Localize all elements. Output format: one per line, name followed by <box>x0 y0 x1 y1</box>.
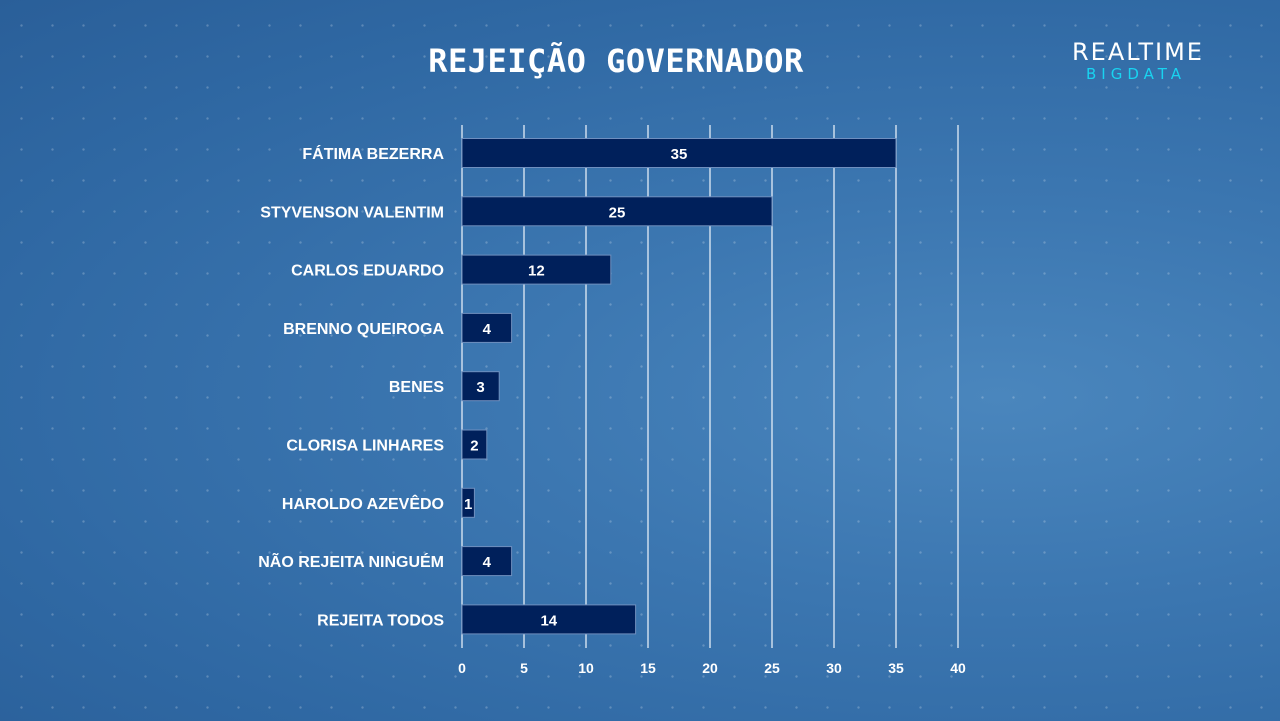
data-label: 1 <box>464 496 472 513</box>
data-label: 2 <box>470 438 478 455</box>
data-label: 3 <box>476 379 484 396</box>
x-axis-tick-labels: 0 5 10 15 20 25 30 35 40 <box>458 660 966 676</box>
realtime-bigdata-logo: REALTIME BIGDATA <box>1072 38 1204 83</box>
x-tick-label: 25 <box>764 660 780 676</box>
data-label: 4 <box>483 554 492 571</box>
category-label: REJEITA TODOS <box>317 612 444 629</box>
chart-title: REJEIÇÃO GOVERNADOR <box>428 42 804 80</box>
bar <box>461 487 475 518</box>
bar <box>461 138 897 168</box>
x-tick-label: 0 <box>458 660 466 676</box>
category-label: BRENNO QUEIROGA <box>283 321 444 338</box>
data-label: 14 <box>540 612 557 629</box>
data-label: 4 <box>483 321 492 338</box>
category-labels: FÁTIMA BEZERRA STYVENSON VALENTIM CARLOS E… <box>258 144 444 629</box>
data-label: 35 <box>671 146 688 163</box>
bar <box>461 371 500 402</box>
category-label: CARLOS EDUARDO <box>291 263 444 280</box>
bar <box>461 604 637 635</box>
bar <box>461 429 488 460</box>
category-label: FÁTIMA BEZERRA <box>302 144 444 163</box>
bar <box>461 254 612 285</box>
bar <box>461 312 513 343</box>
data-label: 25 <box>609 204 626 221</box>
category-label: CLORISA LINHARES <box>286 438 444 455</box>
data-label: 12 <box>528 263 545 280</box>
bars <box>461 138 897 635</box>
bar <box>461 546 513 577</box>
x-tick-label: 40 <box>950 660 966 676</box>
category-label: BENES <box>389 379 444 396</box>
logo-text-top: REALTIME <box>1072 38 1204 66</box>
category-label: HAROLDO AZEVÊDO <box>282 494 444 513</box>
category-label: STYVENSON VALENTIM <box>260 204 444 221</box>
x-tick-label: 35 <box>888 660 904 676</box>
x-tick-label: 15 <box>640 660 656 676</box>
x-tick-label: 20 <box>702 660 718 676</box>
x-tick-label: 10 <box>578 660 594 676</box>
x-tick-label: 30 <box>826 660 842 676</box>
logo-text-bottom: BIGDATA <box>1086 65 1186 83</box>
x-tick-label: 5 <box>520 660 528 676</box>
bar <box>461 196 773 227</box>
category-label: NÃO REJEITA NINGUÉM <box>258 551 444 571</box>
